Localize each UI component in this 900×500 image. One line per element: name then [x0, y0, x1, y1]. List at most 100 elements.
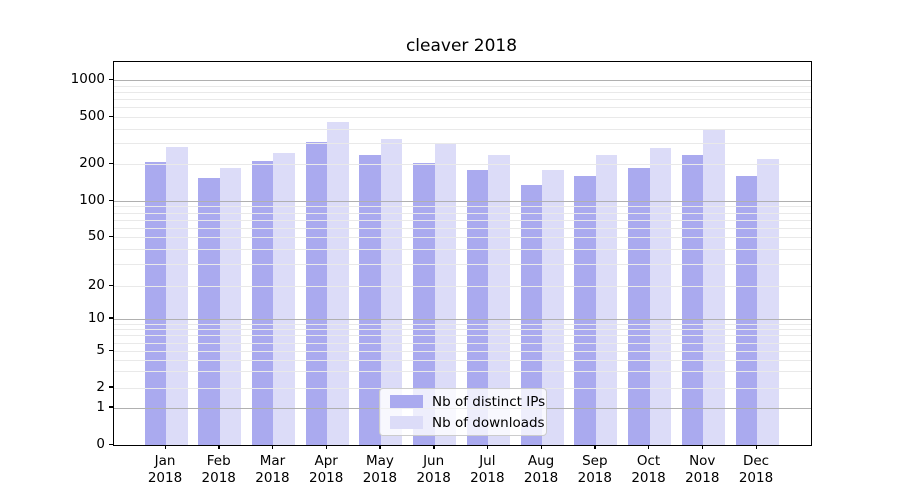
x-tick-mark — [486, 445, 489, 449]
x-tick-mark — [218, 445, 220, 449]
bar-distinct-ips — [574, 176, 596, 445]
x-tick-month: Sep — [582, 453, 608, 469]
bar-downloads — [488, 154, 510, 445]
minor-gridline — [114, 212, 811, 214]
bar-distinct-ips — [144, 161, 166, 445]
x-tick-year: 2018 — [470, 470, 505, 486]
bar-distinct-ips — [198, 177, 220, 445]
y-tick-mark — [109, 115, 113, 117]
minor-gridline — [114, 248, 811, 250]
chart-legend: Nb of distinct IPs Nb of downloads — [379, 388, 547, 436]
x-tick-year: 2018 — [416, 470, 451, 486]
bar-distinct-ips — [413, 163, 435, 445]
minor-gridline — [114, 85, 811, 87]
x-tick-month: Jul — [479, 453, 496, 469]
bar-downloads — [595, 154, 618, 445]
x-tick-month: Apr — [314, 453, 338, 469]
minor-gridline — [114, 99, 811, 101]
y-tick-mark — [109, 162, 113, 165]
bar-downloads — [327, 122, 349, 445]
minor-gridline — [114, 91, 811, 93]
x-tick-mark — [164, 445, 166, 449]
legend-label-distinct-ips: Nb of distinct IPs — [432, 393, 546, 410]
minor-gridline — [114, 342, 811, 344]
bar-distinct-ips — [466, 169, 489, 445]
x-tick-mark — [594, 445, 596, 449]
x-tick-mark — [325, 445, 328, 449]
minor-gridline — [114, 323, 811, 325]
bar-distinct-ips — [520, 185, 543, 445]
y-tick-label: 0 — [96, 436, 105, 452]
y-tick-label: 1000 — [70, 71, 105, 87]
x-tick-mark — [379, 445, 381, 449]
x-tick-label: Sep 2018 — [568, 453, 622, 487]
x-tick-month: Aug — [527, 453, 555, 469]
y-tick-label: 50 — [87, 228, 105, 244]
major-gridline — [114, 80, 811, 81]
minor-gridline — [114, 237, 811, 238]
minor-gridline — [114, 351, 811, 352]
y-tick-label: 500 — [79, 108, 105, 124]
bar-distinct-ips — [628, 168, 650, 445]
legend-label-downloads: Nb of downloads — [432, 414, 545, 431]
minor-gridline — [114, 164, 811, 166]
y-tick-label: 1 — [96, 398, 105, 415]
x-tick-year: 2018 — [631, 470, 666, 486]
x-tick-label: Apr 2018 — [299, 453, 353, 487]
minor-gridline — [114, 219, 811, 221]
x-tick-mark — [433, 445, 435, 449]
x-tick-mark — [755, 445, 757, 449]
x-tick-month: Jun — [423, 453, 445, 469]
x-tick-year: 2018 — [738, 470, 774, 486]
y-tick-label: 2 — [96, 378, 105, 395]
chart-title: cleaver 2018 — [405, 36, 518, 56]
x-tick-month: Mar — [259, 453, 286, 469]
bar-distinct-ips — [681, 154, 704, 445]
plot-area: Nb of distinct IPs Nb of downloads — [113, 61, 812, 446]
minor-gridline — [114, 335, 811, 337]
x-tick-year: 2018 — [685, 470, 720, 486]
legend-item-distinct-ips: Nb of distinct IPs — [390, 394, 546, 410]
x-tick-mark — [648, 445, 650, 449]
legend-swatch-distinct-ips — [390, 395, 423, 408]
x-tick-label: May 2018 — [353, 453, 407, 487]
x-tick-label: Jun 2018 — [407, 453, 461, 487]
y-tick-mark — [109, 406, 113, 408]
x-tick-label: Dec 2018 — [729, 453, 783, 487]
y-tick-mark — [109, 235, 113, 237]
bar-downloads — [434, 144, 457, 445]
bar-distinct-ips — [305, 141, 328, 445]
y-tick-label: 10 — [87, 309, 105, 326]
minor-gridline — [114, 329, 811, 331]
y-tick-label: 200 — [79, 155, 105, 172]
x-tick-month: Feb — [206, 453, 231, 469]
y-tick-label: 5 — [96, 342, 105, 358]
major-gridline — [114, 201, 811, 202]
bar-downloads — [757, 159, 779, 445]
bar-distinct-ips — [359, 154, 381, 445]
bar-distinct-ips — [735, 176, 757, 445]
y-tick-mark — [109, 78, 113, 80]
x-tick-mark — [540, 445, 542, 449]
x-tick-label: Oct 2018 — [622, 453, 676, 487]
x-tick-year: 2018 — [201, 470, 236, 486]
x-tick-month: Jan — [154, 453, 176, 469]
minor-gridline — [114, 286, 811, 287]
minor-gridline — [114, 128, 811, 130]
x-tick-label: Mar 2018 — [245, 453, 299, 487]
x-tick-label: Nov 2018 — [675, 453, 729, 487]
x-tick-year: 2018 — [255, 470, 290, 486]
legend-swatch-downloads — [390, 416, 423, 429]
bar-downloads — [219, 168, 242, 445]
y-tick-label: 100 — [79, 192, 105, 208]
bar-distinct-ips — [251, 160, 274, 445]
x-tick-mark — [271, 445, 274, 449]
x-tick-month: Oct — [636, 453, 661, 469]
bar-downloads — [166, 146, 188, 445]
minor-gridline — [114, 117, 811, 118]
x-tick-year: 2018 — [147, 470, 183, 486]
y-tick-mark — [109, 386, 113, 388]
x-tick-month: May — [365, 453, 394, 469]
x-tick-year: 2018 — [362, 470, 398, 486]
